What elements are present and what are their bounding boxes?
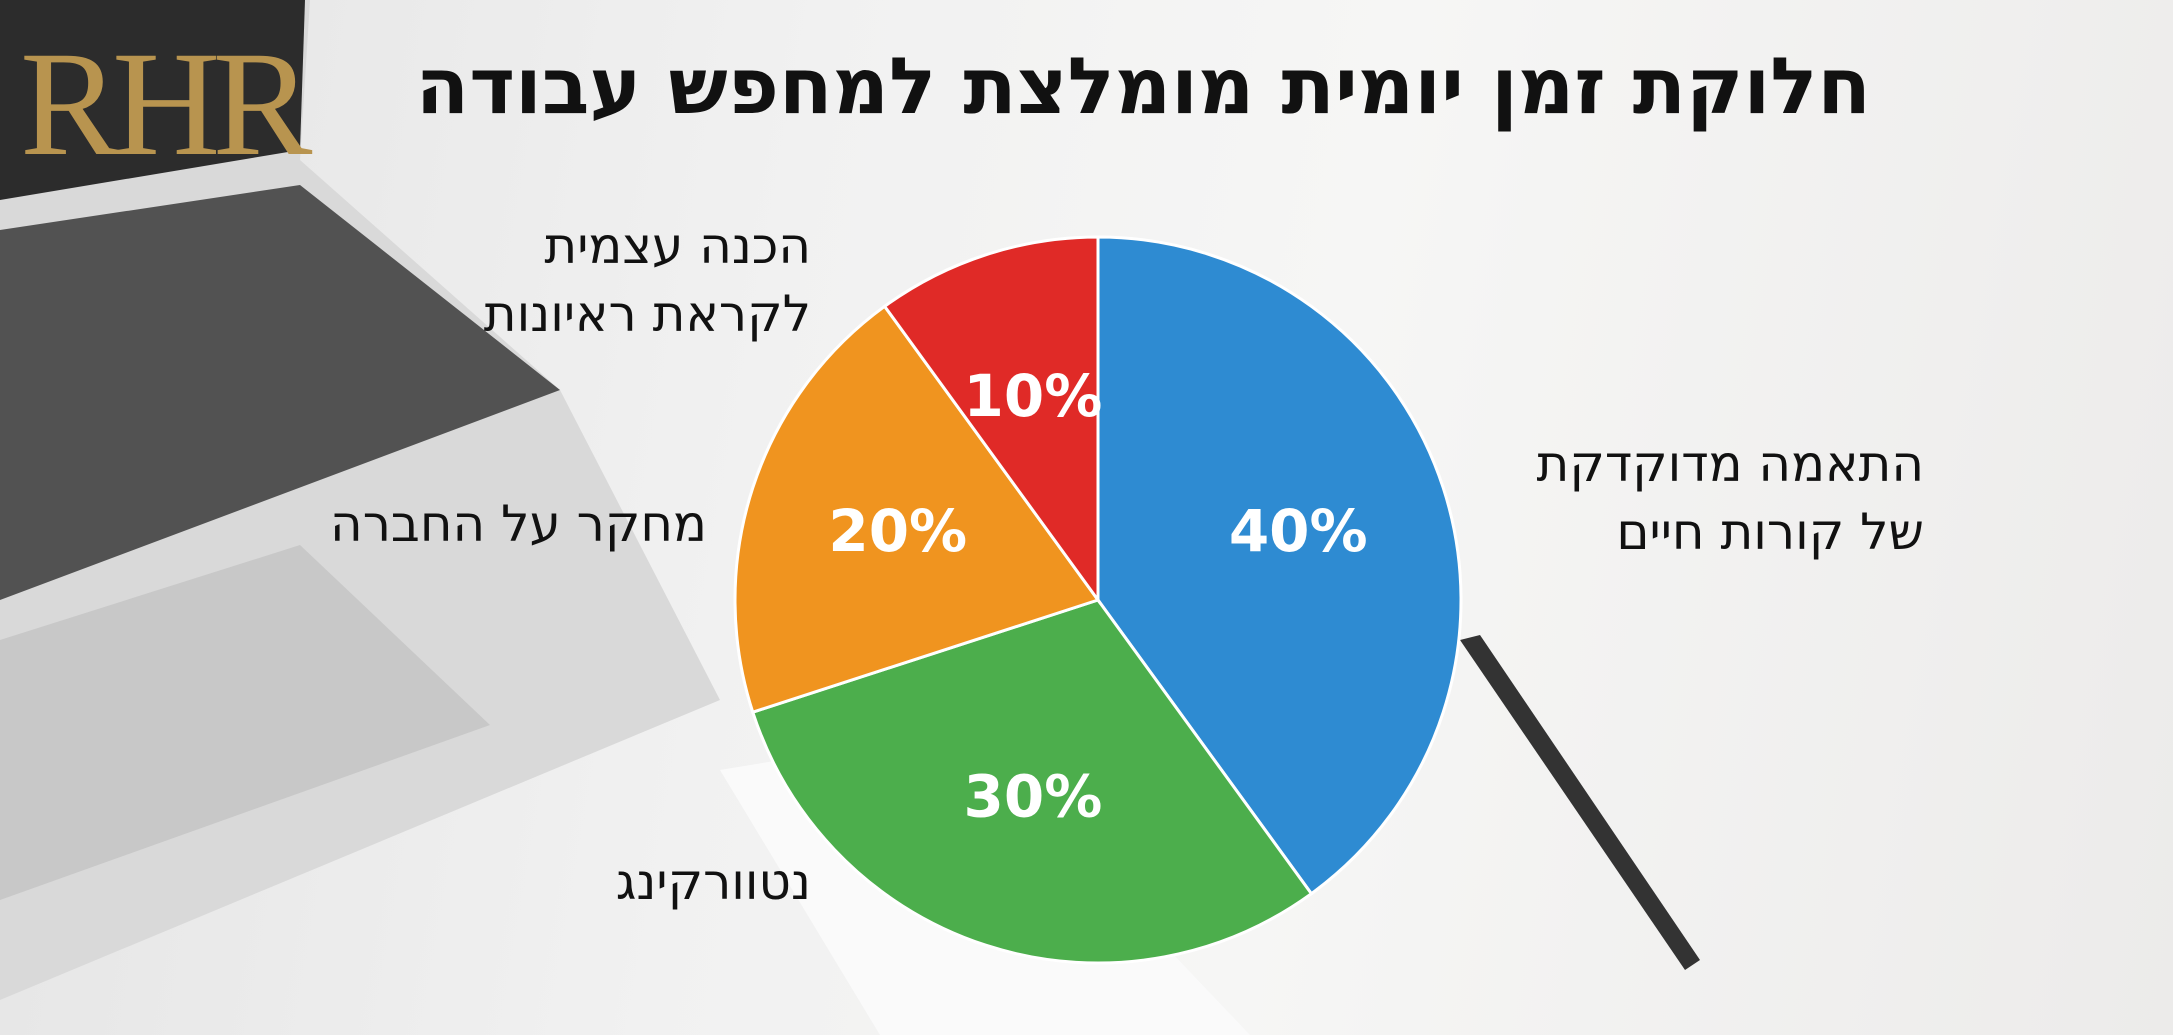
keyboard — [0, 185, 560, 600]
trackpad — [0, 545, 490, 900]
value-label: 40% — [1229, 497, 1368, 565]
pen — [1460, 635, 1700, 970]
category-label: נטוורקינג — [615, 853, 811, 911]
logo: RHR — [20, 21, 312, 187]
chart-title: חלוקת זמן יומית מומלצת למחפש עבודה — [415, 42, 1871, 132]
category-label: מחקר על החברה — [330, 495, 707, 553]
pie-slice — [750, 598, 1314, 965]
value-label: 10% — [964, 362, 1103, 430]
value-label: 20% — [828, 497, 967, 565]
laptop-screen — [0, 0, 305, 200]
category-label: הכנה עצמית לקראת ראיונות — [483, 217, 811, 343]
pie-slice — [1096, 235, 1463, 896]
pie-slice — [733, 304, 1101, 715]
category-label: התאמה מדוקדקת של קורות חיים — [1536, 435, 1924, 561]
value-label: 30% — [964, 762, 1103, 830]
pie-slice — [882, 235, 1100, 605]
